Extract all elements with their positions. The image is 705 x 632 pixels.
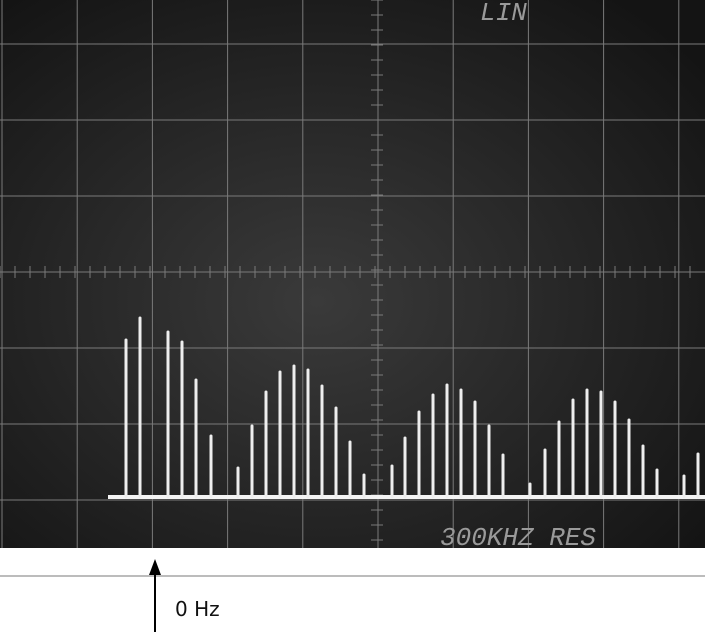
resolution-label: 300KHZ RES — [440, 523, 596, 553]
arrow-head — [149, 559, 161, 575]
graticule — [0, 0, 705, 577]
zero-hz-label: 0 Hz — [175, 597, 220, 621]
spectrum-trace — [108, 314, 705, 502]
mode-label: LIN — [480, 0, 527, 28]
